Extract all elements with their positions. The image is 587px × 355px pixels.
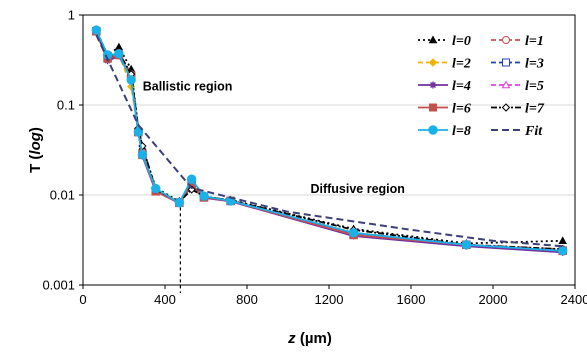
x-tick-label: 400	[154, 292, 176, 307]
legend-marker	[501, 80, 511, 89]
legend-label: l=4	[452, 79, 471, 94]
x-tick-label: 1600	[397, 292, 426, 307]
data-point	[137, 150, 148, 160]
data-point	[133, 127, 144, 137]
series-l0	[92, 25, 567, 247]
x-tick-label: 0	[79, 292, 86, 307]
data-point	[348, 228, 359, 238]
legend-label: l=8	[452, 124, 471, 139]
legend-marker	[502, 36, 510, 44]
annotation: Diffusive region	[310, 182, 404, 196]
legend-label: l=6	[452, 102, 471, 117]
legend-entry: Fit	[491, 124, 543, 139]
series-l8	[91, 25, 568, 256]
legend-label: Fit	[524, 124, 543, 139]
x-tick-label: 1200	[315, 292, 344, 307]
legend-entry: l=4	[418, 79, 471, 94]
legend-entry: l=7	[491, 102, 545, 117]
data-point	[558, 236, 567, 244]
series-layer	[91, 25, 568, 256]
legend-marker	[429, 103, 437, 112]
y-tick-label: 0.001	[42, 278, 75, 293]
y-axis-title: T (log)	[27, 127, 44, 173]
legend-marker	[428, 125, 438, 135]
legend-label: l=0	[452, 34, 471, 49]
data-point	[126, 75, 136, 85]
legend-marker	[428, 58, 438, 67]
data-point	[174, 198, 185, 208]
data-point	[187, 185, 196, 194]
data-point	[186, 174, 197, 184]
data-point	[91, 25, 102, 35]
legend-entry: l=2	[418, 57, 471, 72]
x-tick-label: 2000	[479, 292, 508, 307]
legend-marker	[501, 103, 511, 112]
annotations: Ballistic region Diffusive region	[143, 79, 405, 196]
x-tick-label: 2400	[561, 292, 587, 307]
legend-marker	[429, 81, 437, 89]
legend-label: l=7	[525, 102, 545, 117]
legend-marker	[502, 58, 510, 67]
legend-entry: l=5	[491, 79, 544, 94]
legend-label: l=3	[525, 57, 544, 72]
legend-label: l=5	[525, 79, 544, 94]
series-line	[95, 30, 563, 251]
y-tick-label: 1	[68, 8, 75, 23]
data-point	[114, 49, 124, 59]
data-point	[199, 191, 209, 201]
annotation: Ballistic region	[143, 79, 233, 93]
legend-entry: l=6	[418, 102, 471, 117]
legend-label: l=2	[452, 57, 471, 72]
y-tick-label: 0.01	[50, 188, 75, 203]
series-line	[95, 31, 563, 254]
plot-area	[82, 14, 576, 286]
series-l6	[92, 26, 568, 256]
series-fit	[95, 34, 563, 248]
x-axis-ticks: 0 400 800 1200 1600 2000 2400	[79, 285, 587, 307]
legend-entry: l=1	[491, 34, 544, 49]
y-axis-ticks: 0.001 0.01 0.1 1	[42, 8, 83, 293]
legend-entry: l=0	[418, 34, 471, 49]
data-point	[558, 246, 568, 256]
x-axis-title: z (µm)	[287, 330, 332, 347]
y-tick-label: 0.1	[57, 98, 75, 113]
legend-entry: l=8	[418, 124, 471, 139]
legend-entry: l=3	[491, 57, 544, 72]
gridlines	[83, 14, 575, 286]
legend-marker	[428, 35, 438, 44]
series-line	[95, 29, 563, 252]
legend-label: l=1	[525, 34, 544, 49]
data-point	[461, 240, 472, 250]
series-line	[95, 34, 563, 248]
series-line	[95, 30, 563, 251]
x-tick-label: 800	[236, 292, 258, 307]
data-point	[151, 183, 161, 194]
legend: l=0 l=1 l=2 l=3 l=4 l=5 l=6 l=7 l=8 Fit	[418, 34, 545, 139]
